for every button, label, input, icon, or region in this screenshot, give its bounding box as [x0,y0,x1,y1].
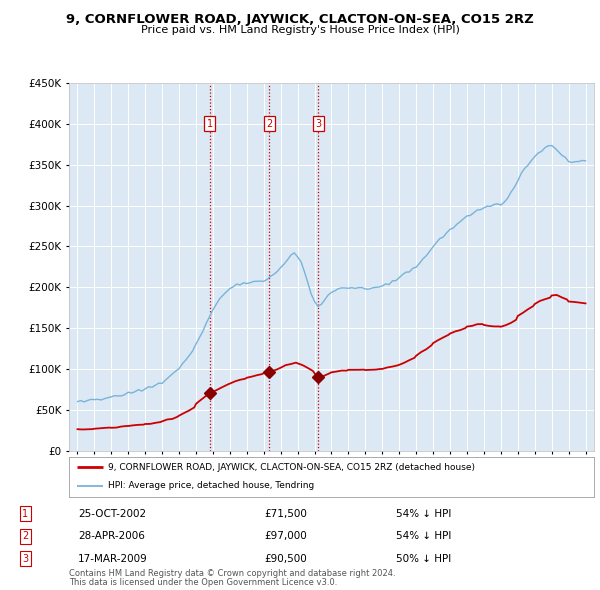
Text: 2: 2 [22,532,28,541]
Text: £71,500: £71,500 [264,509,307,519]
Text: 1: 1 [206,119,213,129]
Text: 50% ↓ HPI: 50% ↓ HPI [396,554,451,563]
Text: 28-APR-2006: 28-APR-2006 [78,532,145,541]
Text: 54% ↓ HPI: 54% ↓ HPI [396,532,451,541]
Text: Price paid vs. HM Land Registry's House Price Index (HPI): Price paid vs. HM Land Registry's House … [140,25,460,35]
Text: Contains HM Land Registry data © Crown copyright and database right 2024.: Contains HM Land Registry data © Crown c… [69,569,395,578]
Text: 9, CORNFLOWER ROAD, JAYWICK, CLACTON-ON-SEA, CO15 2RZ (detached house): 9, CORNFLOWER ROAD, JAYWICK, CLACTON-ON-… [109,463,475,472]
Text: 9, CORNFLOWER ROAD, JAYWICK, CLACTON-ON-SEA, CO15 2RZ: 9, CORNFLOWER ROAD, JAYWICK, CLACTON-ON-… [66,13,534,26]
Text: 3: 3 [22,554,28,563]
Text: £90,500: £90,500 [264,554,307,563]
Text: 3: 3 [315,119,321,129]
Text: 17-MAR-2009: 17-MAR-2009 [78,554,148,563]
Text: 54% ↓ HPI: 54% ↓ HPI [396,509,451,519]
Text: 1: 1 [22,509,28,519]
Text: HPI: Average price, detached house, Tendring: HPI: Average price, detached house, Tend… [109,481,314,490]
Text: 25-OCT-2002: 25-OCT-2002 [78,509,146,519]
Text: £97,000: £97,000 [264,532,307,541]
Text: This data is licensed under the Open Government Licence v3.0.: This data is licensed under the Open Gov… [69,578,337,587]
Text: 2: 2 [266,119,272,129]
